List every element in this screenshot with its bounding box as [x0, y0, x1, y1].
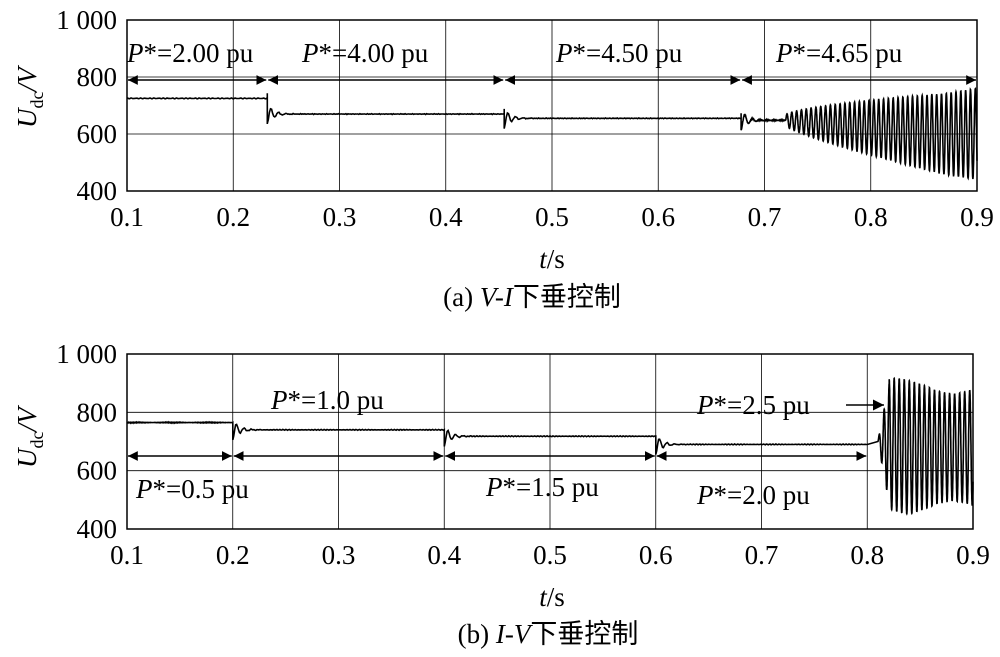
x-tick-labels-b: 0.1 0.2 0.3 0.4 0.5 0.6 0.7 0.8 0.9: [110, 540, 990, 570]
x-tick-labels-a: 0.1 0.2 0.3 0.4 0.5 0.6 0.7 0.8 0.9: [110, 202, 994, 232]
y-tick-labels-a: 400 600 800 1 000: [56, 5, 117, 206]
x-tick-label: 0.1: [110, 202, 144, 232]
y-tick-labels-b: 400 600 800 1 000: [56, 339, 117, 544]
annotation-a-3: P*=4.50 pu: [555, 38, 683, 68]
x-axis-label-a: t/s: [539, 244, 565, 274]
annotation-a-2: P*=4.00 pu: [301, 38, 429, 68]
y-tick-label: 800: [77, 397, 118, 427]
y-tick-label: 600: [77, 456, 118, 486]
y-tick-label: 1 000: [56, 5, 117, 35]
x-tick-label: 0.4: [427, 540, 461, 570]
y-axis-label-a: Udc/V: [12, 64, 47, 128]
caption-a: (a) V-I下垂控制: [443, 282, 621, 312]
chart-b: 0.1 0.2 0.3 0.4 0.5 0.6 0.7 0.8 0.9 400 600 800 1 0…: [12, 339, 990, 649]
x-tick-label: 0.9: [960, 202, 994, 232]
x-tick-label: 0.7: [745, 540, 779, 570]
x-tick-label: 0.7: [748, 202, 782, 232]
x-tick-label: 0.5: [533, 540, 567, 570]
x-tick-label: 0.3: [322, 540, 356, 570]
x-tick-label: 0.8: [854, 202, 888, 232]
x-tick-label: 0.8: [850, 540, 884, 570]
annotation-b-3: P*=1.5 pu: [485, 472, 599, 502]
x-tick-label: 0.6: [639, 540, 673, 570]
x-tick-label: 0.2: [216, 540, 250, 570]
annotation-b-2: P*=1.0 pu: [270, 385, 384, 415]
x-tick-label: 0.5: [535, 202, 569, 232]
y-axis-label-b: Udc/V: [12, 404, 47, 468]
chart-a: 0.1 0.2 0.3 0.4 0.5 0.6 0.7 0.8 0.9 400 600 800 1 0…: [12, 5, 994, 312]
annotation-b-5: P*=2.5 pu: [696, 390, 810, 420]
y-tick-label: 800: [77, 62, 118, 92]
annotation-a-1: P*=2.00 pu: [126, 38, 254, 68]
x-tick-label: 0.2: [216, 202, 250, 232]
x-tick-label: 0.9: [956, 540, 990, 570]
y-tick-label: 1 000: [56, 339, 117, 369]
annotation-b-4: P*=2.0 pu: [696, 480, 810, 510]
x-tick-label: 0.4: [429, 202, 463, 232]
plot-frame-b: [126, 353, 974, 530]
udc-trace-a: [127, 87, 978, 181]
annotation-b-1: P*=0.5 pu: [135, 474, 249, 504]
y-tick-label: 400: [77, 514, 118, 544]
x-axis-label-b: t/s: [539, 582, 565, 612]
plot-frame-a: [126, 19, 978, 192]
udc-trace-b: [126, 376, 974, 516]
caption-b: (b) I-V下垂控制: [458, 619, 639, 649]
annotation-a-4: P*=4.65 pu: [775, 38, 903, 68]
y-tick-label: 600: [77, 119, 118, 149]
x-tick-label: 0.1: [110, 540, 144, 570]
grid-b: [127, 354, 973, 529]
y-tick-label: 400: [77, 176, 118, 206]
x-tick-label: 0.3: [323, 202, 357, 232]
x-tick-label: 0.6: [641, 202, 675, 232]
